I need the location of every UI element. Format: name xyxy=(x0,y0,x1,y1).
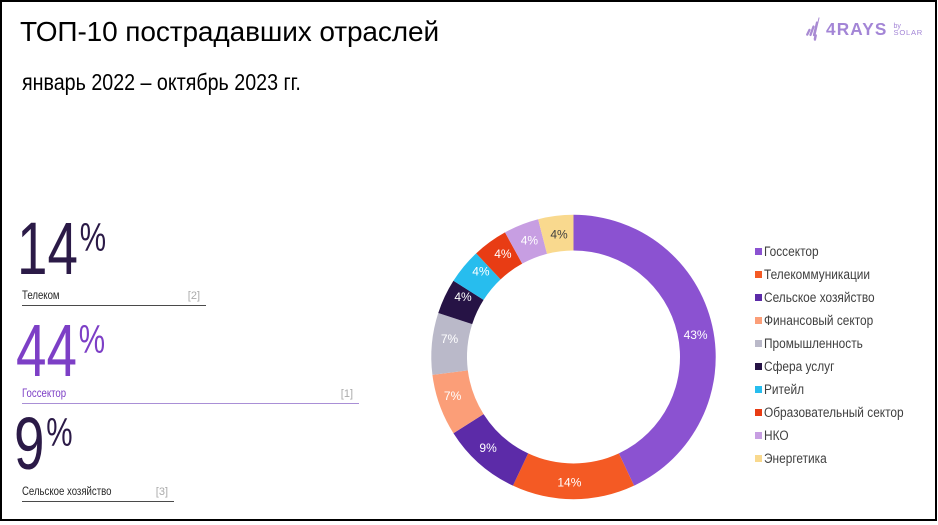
svg-text:4%: 4% xyxy=(454,290,472,304)
svg-text:4%: 4% xyxy=(472,265,490,279)
svg-text:4%: 4% xyxy=(550,228,568,242)
svg-text:by: by xyxy=(894,23,902,30)
svg-text:7%: 7% xyxy=(444,389,462,403)
svg-text:7%: 7% xyxy=(441,332,459,346)
svg-text:4RAYS: 4RAYS xyxy=(826,19,887,39)
svg-text:14%: 14% xyxy=(557,476,581,490)
svg-text:43%: 43% xyxy=(684,328,708,342)
svg-text:4%: 4% xyxy=(494,247,512,261)
svg-text:4%: 4% xyxy=(521,234,539,248)
svg-text:9%: 9% xyxy=(479,441,497,455)
svg-text:SOLAR: SOLAR xyxy=(894,28,924,37)
